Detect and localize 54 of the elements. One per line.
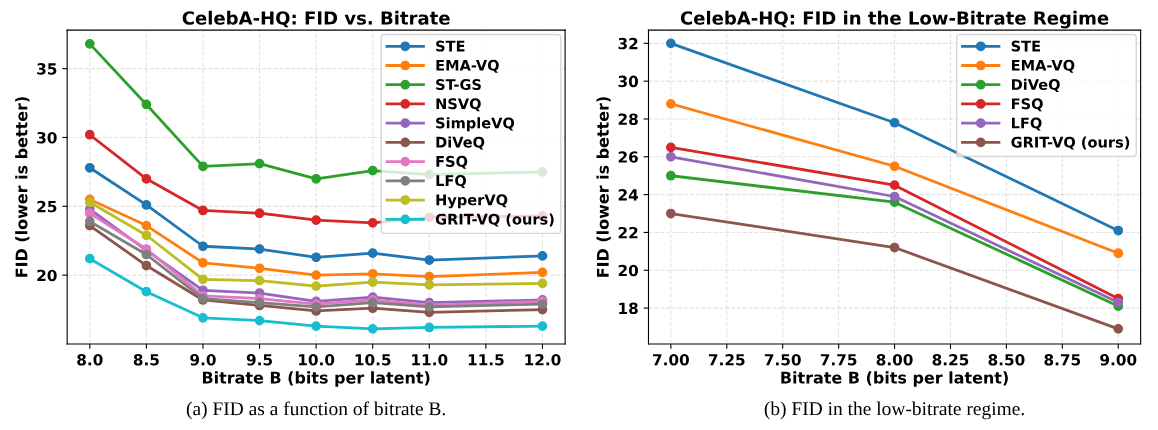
legend-label: EMA-VQ <box>436 59 499 73</box>
x-tick-label: 7.25 <box>708 353 745 366</box>
legend-label: GRIT-VQ (ours) <box>435 213 554 227</box>
x-tick-label: 11.0 <box>412 353 448 366</box>
text: (a) FID as a function of bitrate B. <box>186 401 445 420</box>
x-tick-label: 9.0 <box>190 353 216 366</box>
x-tick-label: 8.50 <box>988 353 1025 366</box>
x-tick-label: 8.25 <box>932 353 969 366</box>
x-axis-title: Bitrate B (bits per latent) <box>781 371 1008 387</box>
x-axis-title: Bitrate B (bits per latent) <box>202 371 430 387</box>
x-tick-label: 9.00 <box>1100 353 1137 366</box>
y-axis-title: FID (lower is better) <box>596 97 611 277</box>
legend-label: DiVeQ <box>436 136 485 150</box>
legend-label: STE <box>436 40 465 52</box>
x-tick-label: 7.50 <box>764 353 801 366</box>
chart-title: CelebA-HQ: FID vs. Bitrate <box>182 10 450 28</box>
y-tick-label: 28 <box>618 113 638 125</box>
y-tick-label: 35 <box>37 63 57 75</box>
y-tick-label: 30 <box>618 75 639 88</box>
x-tick-label: 8.0 <box>77 353 103 366</box>
legend-label: STE <box>1011 40 1040 52</box>
x-tick-label: 9.5 <box>246 354 273 366</box>
legend-label: FSQ <box>436 155 468 169</box>
x-tick-label: 10.5 <box>355 353 391 366</box>
x-tick-label: 7.75 <box>820 354 857 366</box>
chart-title: CelebA-HQ: FID in the Low-Bitrate Regime <box>680 10 1109 29</box>
x-tick-label: 7.00 <box>653 353 689 366</box>
legend-label: DiVeQ <box>1011 78 1060 92</box>
legend-label: HyperVQ <box>436 194 508 209</box>
legend-label: LFQ <box>436 175 467 189</box>
y-tick-label: 26 <box>618 151 638 163</box>
y-tick-label: 18 <box>619 302 638 315</box>
y-tick-label: 25 <box>37 200 57 213</box>
legend-label: SimpleVQ <box>436 117 515 132</box>
legend-label: ST-GS <box>436 79 481 91</box>
legend-label: LFQ <box>1011 117 1042 131</box>
x-tick-label: 8.75 <box>1044 353 1081 366</box>
x-tick-label: 10.0 <box>299 353 335 366</box>
legend-label: EMA-VQ <box>1011 59 1075 73</box>
y-tick-label: 22 <box>618 226 638 239</box>
y-axis-title: FID (lower is better) <box>15 97 30 277</box>
y-tick-label: 32 <box>618 37 638 50</box>
x-tick-label: 11.5 <box>468 354 504 366</box>
y-tick-label: 20 <box>37 269 57 282</box>
x-tick-label: 12.0 <box>525 353 561 366</box>
x-tick-label: 8.5 <box>133 353 159 366</box>
y-tick-label: 20 <box>618 264 639 277</box>
y-tick-label: 30 <box>37 131 57 144</box>
legend-label: NSVQ <box>436 98 481 112</box>
x-tick-label: 8.00 <box>876 353 913 366</box>
legend-label: GRIT-VQ (ours) <box>1011 136 1130 150</box>
legend-label: FSQ <box>1011 98 1043 112</box>
text: (b) FID in the low-bitrate regime. <box>764 401 1024 420</box>
y-tick-label: 24 <box>618 189 639 201</box>
